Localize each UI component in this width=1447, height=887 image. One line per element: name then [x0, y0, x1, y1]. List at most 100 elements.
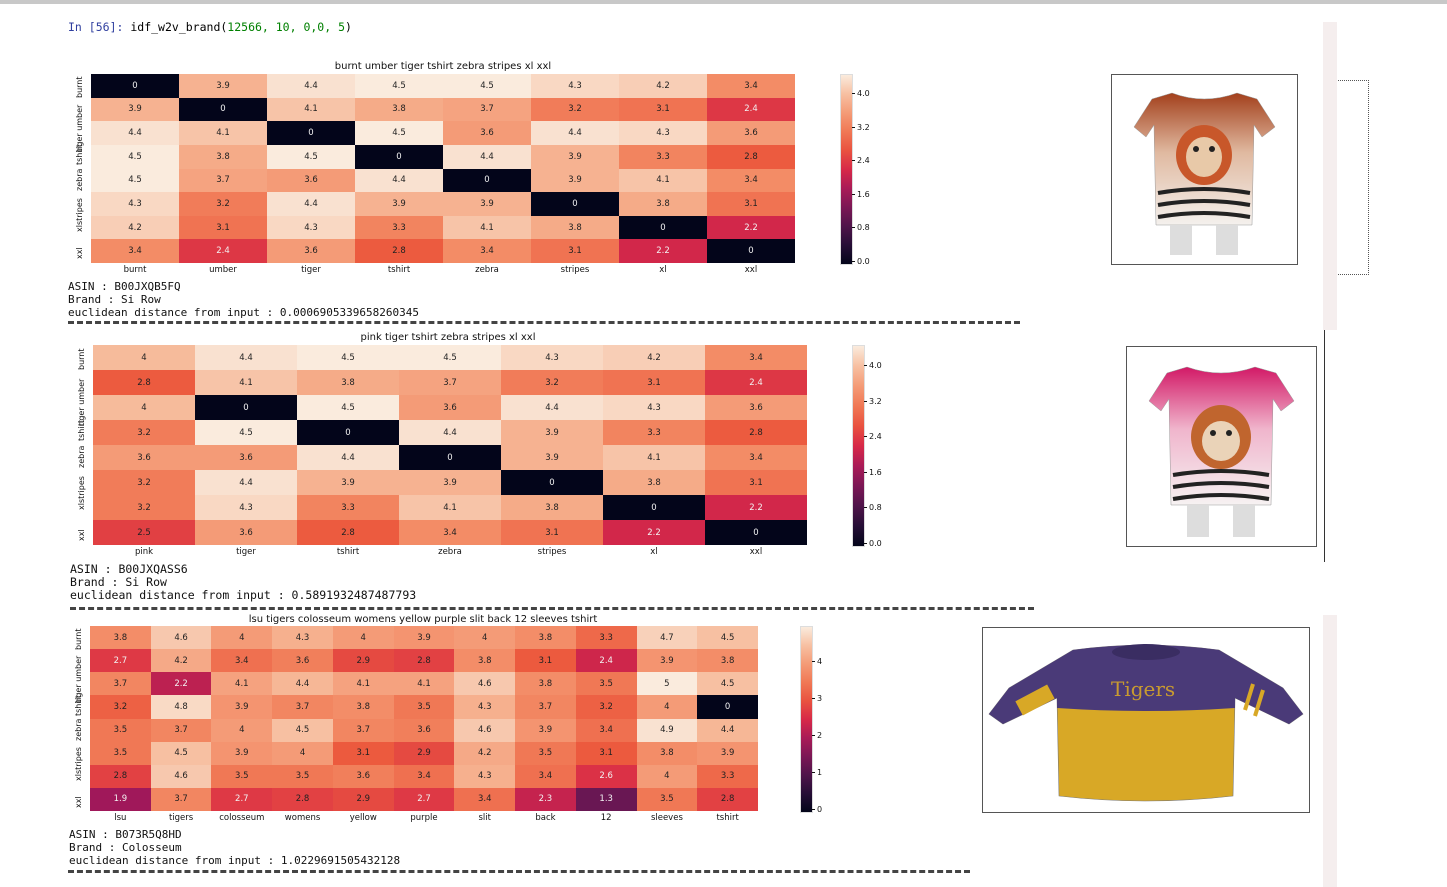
heatmap-title: burnt umber tiger tshirt zebra stripes x… [334, 61, 552, 72]
heatmap-cell: 2.9 [393, 741, 455, 765]
heatmap-cell: 4.6 [454, 718, 516, 742]
x-tick-label: tiger [301, 265, 321, 275]
heatmap-cell: 4.4 [443, 144, 531, 169]
heatmap-cell: 2.7 [90, 649, 151, 673]
heatmap-cell: 4.3 [91, 192, 179, 216]
heatmap-cell: 2.9 [332, 787, 394, 811]
heatmap-cell: 2.3 [515, 787, 576, 811]
heatmap-cell: 2.2 [705, 495, 807, 520]
x-tick-label: pink [134, 547, 154, 557]
heatmap-cell: 4.5 [297, 395, 399, 420]
heatmap-cell: 3.8 [501, 495, 603, 520]
heatmap-cell: 4.3 [501, 345, 603, 370]
heatmap-cell: 3.4 [454, 787, 516, 811]
colorbar-tick: 1.6 [852, 190, 870, 199]
x-tick-label: tiger [236, 547, 256, 557]
asin-text: ASIN : B073R5Q8HD [69, 828, 182, 841]
output-collapse-box[interactable] [1338, 80, 1369, 275]
heatmap-cell: 4.1 [332, 672, 394, 696]
heatmap-cell: 0 [195, 395, 297, 420]
heatmap-cell: 3.2 [531, 97, 619, 122]
heatmap-cell: 2.4 [575, 649, 637, 673]
colorbar-tick: 3 [812, 694, 822, 703]
heatmap-cell: 4.4 [195, 345, 297, 370]
heatmap-cell: 3.2 [93, 420, 195, 445]
separator-line [68, 321, 1020, 324]
heatmap-cell: 4.4 [399, 420, 501, 445]
heatmap-cell: 2.2 [603, 520, 705, 545]
prompt-label: In [68, 20, 82, 34]
heatmap-cell: 3.9 [211, 741, 273, 765]
heatmap-cell: 2.2 [619, 239, 707, 263]
x-tick-label: tshirt [387, 265, 411, 275]
heatmap-cell: 2.8 [355, 239, 443, 263]
heatmap-cell: 4.5 [195, 420, 297, 445]
cell-input[interactable]: In [56]: idf_w2v_brand(12566, 10, 0,0, 5… [68, 20, 352, 34]
heatmap-cell: 4.4 [195, 470, 297, 495]
heatmap-cell: 4.6 [150, 626, 212, 650]
heatmap-cell: 3.8 [619, 192, 707, 216]
y-tick-label: xxl [75, 247, 84, 260]
heatmap-cell: 2.4 [179, 239, 267, 263]
heatmap-cell: 4 [332, 626, 394, 650]
heatmap-cell: 3.6 [195, 520, 297, 545]
heatmap-cell: 3.9 [399, 470, 501, 495]
heatmap-cell: 0 [179, 97, 267, 122]
heatmap-cell: 3.3 [603, 420, 705, 445]
heatmap-cell: 2.8 [697, 787, 758, 811]
x-tick-label: colosseum [219, 813, 265, 823]
x-tick-label: purple [410, 813, 438, 823]
y-tick-label: tshirt [74, 694, 83, 716]
heatmap-cell: 4.3 [272, 626, 333, 650]
heatmap-cell: 4.8 [150, 695, 212, 719]
y-tick-label: xxl [74, 795, 83, 808]
heatmap-cell: 4.2 [91, 215, 179, 240]
heatmap-cell: 3.5 [90, 741, 151, 765]
colorbar-tick: 3.2 [864, 397, 882, 406]
heatmap-cell: 3.7 [443, 97, 531, 122]
heatmap-cell: 2.7 [211, 787, 273, 811]
heatmap-cell: 3.4 [707, 168, 795, 193]
y-tick-label: zebra [74, 718, 83, 741]
y-tick-label: burnt [77, 348, 86, 370]
heatmap-cell: 4 [636, 764, 698, 788]
heatmap-cell: 3.9 [531, 168, 619, 193]
execution-count: [56]: [88, 20, 124, 34]
heatmap-cell: 3.6 [399, 395, 501, 420]
heatmap-cell: 4.5 [697, 672, 758, 696]
heatmap-cell: 3.6 [332, 764, 394, 788]
heatmap-cell: 4.5 [697, 626, 758, 650]
heatmap-cell: 4.4 [267, 192, 355, 216]
colorbar-tick: 4 [812, 657, 822, 666]
heatmap-cell: 3.7 [332, 718, 394, 742]
heatmap-cell: 0 [399, 445, 501, 470]
heatmap-cell: 4 [272, 741, 333, 765]
colorbar-tick: 0.8 [864, 503, 882, 512]
x-tick-label: slit [478, 813, 491, 823]
heatmap-cell: 4.5 [297, 345, 399, 370]
x-tick-label: back [535, 813, 556, 823]
heatmap-cell: 2.4 [707, 97, 795, 122]
heatmap-cell: 4.6 [454, 672, 516, 696]
brand-text: Brand : Si Row [70, 575, 167, 589]
colorbar-tick: 0.0 [852, 257, 870, 266]
heatmap-cell: 3.5 [636, 787, 698, 811]
asin-text: ASIN : B00JXQASS6 [70, 562, 188, 576]
colorbar-tick: 0.0 [864, 539, 882, 548]
output-scroll-strip[interactable] [1323, 615, 1337, 887]
heatmap-cell: 2.8 [90, 764, 151, 788]
output-scroll-strip[interactable] [1323, 22, 1337, 330]
heatmap-cell: 2.7 [393, 787, 455, 811]
x-tick-label: burnt [123, 265, 147, 275]
x-tick-label: 12 [600, 813, 612, 823]
heatmap-cell: 4.3 [195, 495, 297, 520]
heatmap-cell: 3.3 [297, 495, 399, 520]
heatmap-cell: 3.9 [355, 192, 443, 216]
heatmap-cell: 2.4 [705, 370, 807, 395]
heatmap-cell: 4.5 [355, 74, 443, 98]
code-close: ) [345, 20, 352, 34]
heatmap-cell: 3.8 [90, 626, 151, 650]
y-tick-label: xxl [77, 529, 86, 541]
heatmap-cell: 3.5 [515, 741, 576, 765]
heatmap-cell: 2.8 [705, 420, 807, 445]
